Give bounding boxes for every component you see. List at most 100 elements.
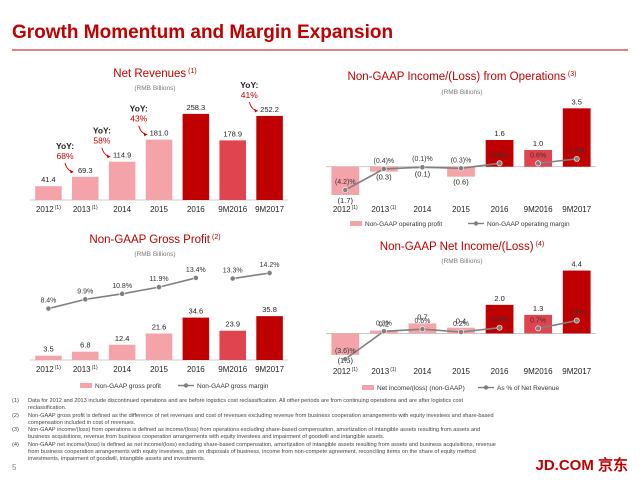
margin-point <box>266 270 273 276</box>
margin-point <box>419 326 426 333</box>
x-tick-label: 2015 <box>452 367 470 376</box>
slide-title: Growth Momentum and Margin Expansion <box>12 22 393 43</box>
margin-label: 11.9% <box>149 276 168 283</box>
margin-label: 8.4% <box>40 298 56 305</box>
category-text: 2014 <box>414 367 432 376</box>
x-tick-label: 2013(1) <box>371 367 396 376</box>
margin-label: 13.3% <box>223 268 243 275</box>
margin-point <box>45 305 52 312</box>
bar-value-label: 3.5 <box>43 345 53 354</box>
yoy-arrow <box>101 147 111 158</box>
footnote-text: Non-GAAP net income/(loss) is defined as… <box>28 441 496 462</box>
x-tick-label: 2013(1) <box>371 205 396 214</box>
footnote-text: Non-GAAP gross profit is defined as the … <box>28 412 494 426</box>
category-text: 2012 <box>333 367 351 376</box>
bar <box>562 270 591 334</box>
bar <box>72 351 99 360</box>
margin-label: 0.6% <box>530 152 546 159</box>
category-text: 9M2017 <box>562 367 591 376</box>
category-text: 2012 <box>333 205 351 214</box>
category-note: (1) <box>352 367 358 373</box>
footnotes: (1) Data for 2012 and 2013 include discon… <box>12 398 502 463</box>
bar-value-label: 2.0 <box>494 294 504 303</box>
bar-value-label: 21.6 <box>152 323 167 332</box>
bar-value-label: 12.4 <box>115 334 130 343</box>
margin-label: 9.9% <box>77 288 93 295</box>
margin-point <box>573 317 580 324</box>
x-tick-label: 2016 <box>187 365 205 374</box>
margin-label: 0.3% <box>376 320 392 327</box>
margin-line <box>232 272 270 280</box>
bar-value-label: 4.4 <box>571 260 581 269</box>
chart-title-note: (1) <box>188 68 197 75</box>
category-text: 2013 <box>371 205 389 214</box>
yoy-arrow <box>64 162 74 173</box>
bar-value-label: (1.7) <box>338 196 354 205</box>
chart-title: Non-GAAP Gross Profit (2) <box>89 234 220 246</box>
margin-point <box>535 160 542 167</box>
legend-swatch <box>362 385 374 390</box>
x-tick-label: 9M2017 <box>562 205 591 214</box>
margin-label: 0.2% <box>453 321 469 328</box>
bar-value-label: 252.2 <box>260 105 279 114</box>
margin-point <box>156 284 162 291</box>
category-note: (1) <box>352 205 358 211</box>
yoy-label: 58% <box>93 136 110 146</box>
chart-title-text: Net Revenues <box>113 68 186 80</box>
x-tick-label: 2015 <box>150 205 168 214</box>
category-text: 9M2016 <box>218 365 247 374</box>
footnote: (4) Non-GAAP net income/(loss) is defined… <box>12 442 502 463</box>
footnote-marker: (2) <box>12 412 19 419</box>
bar-value-label: 6.8 <box>80 341 90 350</box>
bar <box>145 139 173 200</box>
x-tick-label: 2012(1) <box>36 205 61 214</box>
yoy-arrowhead <box>69 169 74 174</box>
category-text: 2013 <box>371 367 389 376</box>
category-text: 2014 <box>113 365 131 374</box>
x-tick-label: 2015 <box>150 365 168 374</box>
bar <box>108 161 136 200</box>
x-tick-label: 9M2016 <box>524 205 553 214</box>
yoy-label: 43% <box>130 114 147 124</box>
margin-point <box>342 356 349 363</box>
legend-label: Non-GAAP gross profit <box>95 383 161 390</box>
chart-title: Non-GAAP Net Income/(Loss) (4) <box>380 241 544 253</box>
bar-value-label: 1.3 <box>533 304 543 313</box>
x-tick-label: 9M2016 <box>524 367 553 376</box>
margin-label: (4.2)% <box>335 179 356 186</box>
bar-value-label: 1.0 <box>533 139 543 148</box>
category-text: 9M2016 <box>524 205 553 214</box>
bar <box>72 176 99 200</box>
margin-label: 0.6% <box>414 318 430 325</box>
logo: JD.COM 京东 <box>535 456 628 474</box>
bar <box>108 344 136 360</box>
bar <box>219 140 246 200</box>
yoy-prefix: YoY: <box>93 126 111 136</box>
x-tick-label: 9M2017 <box>255 205 284 214</box>
bar <box>182 317 210 360</box>
bar-value-label: 69.3 <box>78 166 93 175</box>
category-note: (1) <box>92 365 98 371</box>
category-text: 9M2016 <box>524 367 553 376</box>
footnote-marker: (1) <box>12 398 19 404</box>
category-note: (1) <box>390 367 396 373</box>
x-tick-label: 9M2017 <box>562 367 591 376</box>
margin-label: (3.6)% <box>335 348 356 355</box>
margin-point <box>496 324 503 331</box>
x-tick-label: 2013(1) <box>73 205 98 214</box>
yoy-label: 41% <box>241 90 258 100</box>
yoy-prefix: YoY: <box>130 104 148 114</box>
bar-value-label: 0.7 <box>417 312 427 321</box>
legend-marker <box>483 385 489 390</box>
yoy-prefix: YoY: <box>56 141 74 151</box>
yoy-arrowhead <box>254 108 258 113</box>
x-tick-label: 2012(1) <box>333 367 358 376</box>
footnote-text: Non-GAAP income/(loss) from operations i… <box>28 427 481 440</box>
category-text: 2015 <box>452 205 470 214</box>
bar <box>35 186 62 200</box>
category-text: 9M2017 <box>562 205 591 214</box>
margin-point <box>119 290 126 297</box>
margin-label: (0.1)% <box>412 156 433 163</box>
